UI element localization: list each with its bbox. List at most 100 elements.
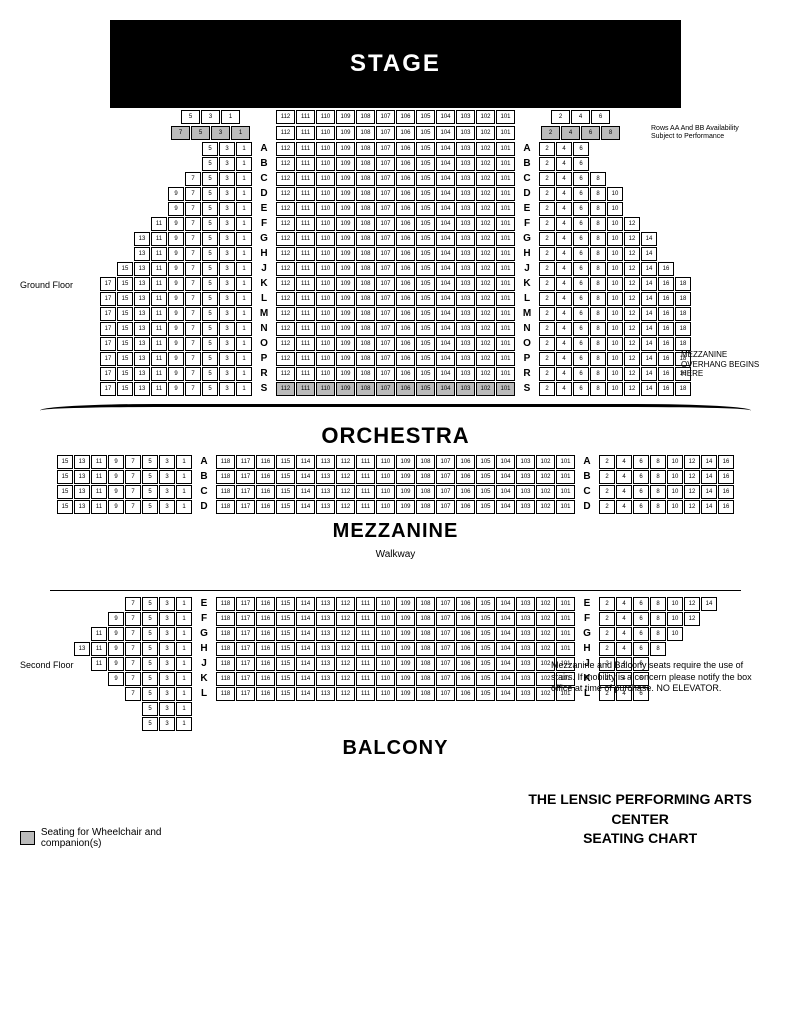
seat: 1: [236, 172, 252, 186]
seat: 4: [556, 337, 572, 351]
seat: 5: [142, 612, 158, 626]
seat: 7: [125, 627, 141, 641]
seat: 101: [496, 367, 515, 381]
seat: 114: [296, 500, 315, 514]
seat: 111: [296, 142, 315, 156]
seat: 110: [376, 470, 395, 484]
seat: 110: [376, 485, 395, 499]
seat: 115: [276, 672, 295, 686]
seat: 111: [296, 292, 315, 306]
seat: 8: [590, 367, 606, 381]
seat: 8: [650, 627, 666, 641]
seat: 3: [159, 455, 175, 469]
seat: 15: [57, 500, 73, 514]
seat: 116: [256, 687, 275, 701]
seat: 101: [556, 485, 575, 499]
seat: 8: [590, 352, 606, 366]
seat: 108: [356, 262, 375, 276]
seat: 4: [556, 382, 572, 396]
seat: 6: [573, 232, 589, 246]
seat: 12: [624, 247, 640, 261]
seat: 9: [168, 322, 184, 336]
row-label: K: [198, 672, 210, 686]
seat: 2: [539, 337, 555, 351]
seat: 109: [396, 687, 415, 701]
seat: 11: [91, 455, 107, 469]
seat: 107: [376, 292, 395, 306]
seat: 106: [456, 612, 475, 626]
seat: 15: [57, 470, 73, 484]
seat: 103: [516, 500, 535, 514]
seat: 112: [336, 642, 355, 656]
seat: 117: [236, 612, 255, 626]
seat: 106: [396, 292, 415, 306]
seat: 102: [536, 642, 555, 656]
seat: 10: [607, 292, 623, 306]
seat: 113: [316, 657, 335, 671]
seat: 10: [607, 217, 623, 231]
seat: 18: [675, 277, 691, 291]
seat: 1: [236, 187, 252, 201]
seat: 1: [236, 337, 252, 351]
seat: 1: [176, 612, 192, 626]
seat: 16: [658, 367, 674, 381]
seat: 103: [516, 627, 535, 641]
seat: 9: [108, 485, 124, 499]
seat: 104: [436, 187, 455, 201]
seat: 11: [151, 337, 167, 351]
seat: 116: [256, 672, 275, 686]
seat: 12: [684, 485, 700, 499]
seat: 2: [539, 307, 555, 321]
seat: 108: [416, 642, 435, 656]
seat: 106: [456, 672, 475, 686]
seat: 106: [456, 642, 475, 656]
seat: 9: [168, 367, 184, 381]
seat: 2: [539, 187, 555, 201]
seat: 105: [416, 187, 435, 201]
seat: 112: [276, 217, 295, 231]
row-label: H: [521, 247, 533, 261]
row-label: G: [258, 232, 270, 246]
row-label: D: [258, 187, 270, 201]
seat: 116: [256, 455, 275, 469]
seat: 6: [573, 277, 589, 291]
seat: 6: [573, 217, 589, 231]
seat: 111: [296, 382, 315, 396]
seat: 105: [416, 172, 435, 186]
seat: 7: [185, 292, 201, 306]
seat: 4: [556, 217, 572, 231]
row-label: C: [521, 172, 533, 186]
seat: 104: [496, 597, 515, 611]
seat: 10: [667, 627, 683, 641]
seat: 17: [100, 292, 116, 306]
seat: 106: [396, 277, 415, 291]
seat: 8: [650, 455, 666, 469]
seat: 18: [675, 382, 691, 396]
seat: 104: [496, 687, 515, 701]
seat: 4: [616, 612, 632, 626]
row-label: H: [198, 642, 210, 656]
seat: 3: [219, 142, 235, 156]
orchestra-label: ORCHESTRA: [20, 423, 771, 449]
seat: 6: [573, 337, 589, 351]
seat: 2: [539, 172, 555, 186]
seat: 14: [641, 382, 657, 396]
seat: 108: [356, 367, 375, 381]
seat: 3: [219, 307, 235, 321]
seat: 6: [573, 292, 589, 306]
seat: 16: [658, 307, 674, 321]
seat: 106: [396, 110, 415, 124]
seat: 1: [176, 597, 192, 611]
seat: 109: [396, 672, 415, 686]
seat: 112: [276, 232, 295, 246]
row-label: D: [521, 187, 533, 201]
seat: 5: [202, 142, 218, 156]
seat: 111: [296, 277, 315, 291]
seat: 103: [456, 307, 475, 321]
seat: 11: [91, 657, 107, 671]
seat: 3: [159, 657, 175, 671]
seat: 105: [416, 382, 435, 396]
seat: 11: [151, 367, 167, 381]
row-label: J: [521, 262, 533, 276]
seat: 108: [356, 352, 375, 366]
